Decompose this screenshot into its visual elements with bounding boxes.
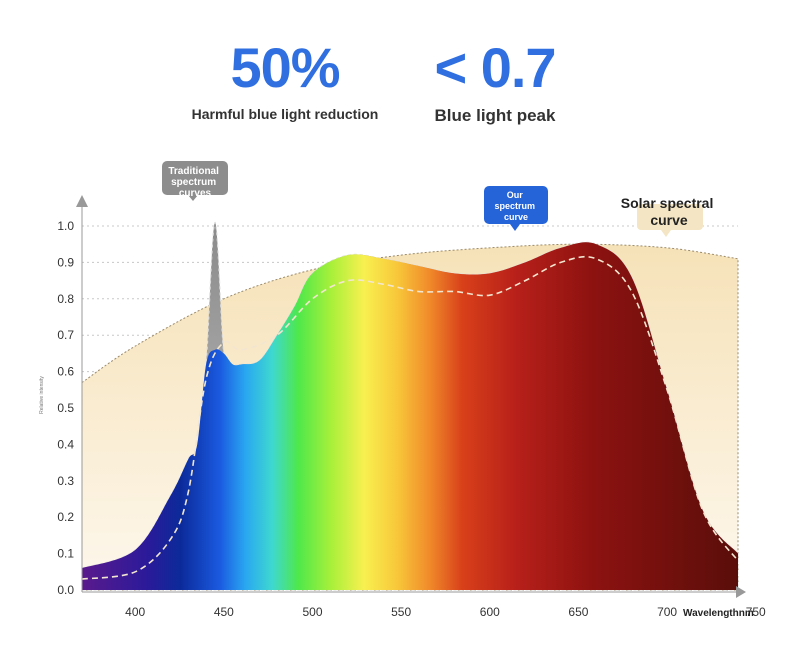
stat-caption: Harmful blue light reduction [191,106,379,122]
x-tick-label: 700 [657,605,677,619]
traditional-callout: Traditional spectrum curves [162,161,228,201]
svg-text:Our spectrum curve: Our spectrum curve [494,190,537,222]
svg-text:Traditional spectrum: Traditional spectrum curves [168,166,221,199]
y-tick-label: 0.9 [57,255,74,269]
y-tick-label: 0.4 [57,437,74,451]
spectrum-rainbow-area [82,242,738,591]
y-tick-label: 0.6 [57,365,74,379]
y-tick-label: 0.2 [57,510,74,524]
y-tick-label: 0.0 [57,583,74,597]
x-tick-label: 500 [302,605,322,619]
y-axis-arrow [76,195,88,207]
x-tick-labels: 400 450 500 550 600 650 700 750 [125,605,766,619]
y-tick-labels: 0.0 0.1 0.2 0.3 0.4 0.5 0.6 0.7 0.8 0.9 1.0 [57,219,74,597]
stat-value: < 0.7 [434,36,556,99]
y-axis-label: Relative intensity [39,376,45,414]
x-tick-label: 550 [391,605,411,619]
x-tick-label: 650 [568,605,588,619]
stat-value: 50% [230,36,340,99]
y-tick-label: 0.5 [57,401,74,415]
x-tick-label: 450 [214,605,234,619]
y-tick-label: 0.7 [57,328,74,342]
our-spectrum-callout: Our spectrum curve [484,186,548,231]
x-axis-label: Wavelengthnm [683,608,754,619]
x-tick-label: 750 [746,605,766,619]
solar-callout: Solar spectral curve [621,195,718,237]
x-tick-label: 600 [480,605,500,619]
our-spectrum-line [81,255,739,580]
y-tick-label: 0.1 [57,547,74,561]
y-tick-label: 0.3 [57,474,74,488]
blue-light-reduction-stat: 50% Harmful blue light reduction [160,36,410,123]
y-tick-label: 0.8 [57,292,74,306]
blue-light-peak-stat: < 0.7 Blue light peak [400,38,590,126]
x-axis-arrow [736,586,746,598]
x-tick-label: 400 [125,605,145,619]
stat-caption: Blue light peak [434,106,556,125]
y-tick-label: 1.0 [57,219,74,233]
svg-text:Solar spectral curve: Solar spectral curve [621,195,718,228]
